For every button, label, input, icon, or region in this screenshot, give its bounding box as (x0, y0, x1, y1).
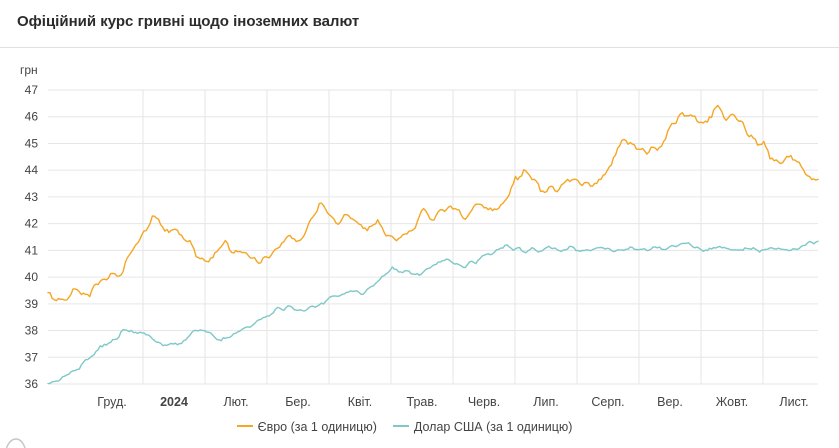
svg-text:41: 41 (25, 243, 39, 257)
svg-text:Квіт.: Квіт. (348, 395, 373, 409)
svg-text:39: 39 (25, 297, 39, 311)
svg-text:38: 38 (25, 324, 39, 338)
svg-text:Серп.: Серп. (591, 395, 624, 409)
svg-text:Вер.: Вер. (657, 395, 683, 409)
svg-text:45: 45 (25, 136, 39, 150)
svg-text:Жовт.: Жовт. (716, 395, 749, 409)
svg-text:37: 37 (25, 350, 39, 364)
svg-text:Лист.: Лист. (779, 395, 808, 409)
svg-text:47: 47 (25, 83, 39, 97)
svg-text:Лип.: Лип. (533, 395, 558, 409)
svg-text:2024: 2024 (160, 395, 188, 409)
svg-text:Лют.: Лют. (223, 395, 248, 409)
svg-text:грн: грн (20, 63, 38, 77)
svg-text:42: 42 (25, 217, 39, 231)
svg-text:36: 36 (25, 377, 39, 391)
svg-text:Черв.: Черв. (468, 395, 500, 409)
svg-text:43: 43 (25, 190, 39, 204)
svg-text:46: 46 (25, 110, 39, 124)
svg-text:Груд.: Груд. (97, 395, 126, 409)
svg-text:Бер.: Бер. (285, 395, 311, 409)
svg-text:40: 40 (25, 270, 39, 284)
svg-text:44: 44 (25, 163, 39, 177)
svg-text:Трав.: Трав. (407, 395, 438, 409)
